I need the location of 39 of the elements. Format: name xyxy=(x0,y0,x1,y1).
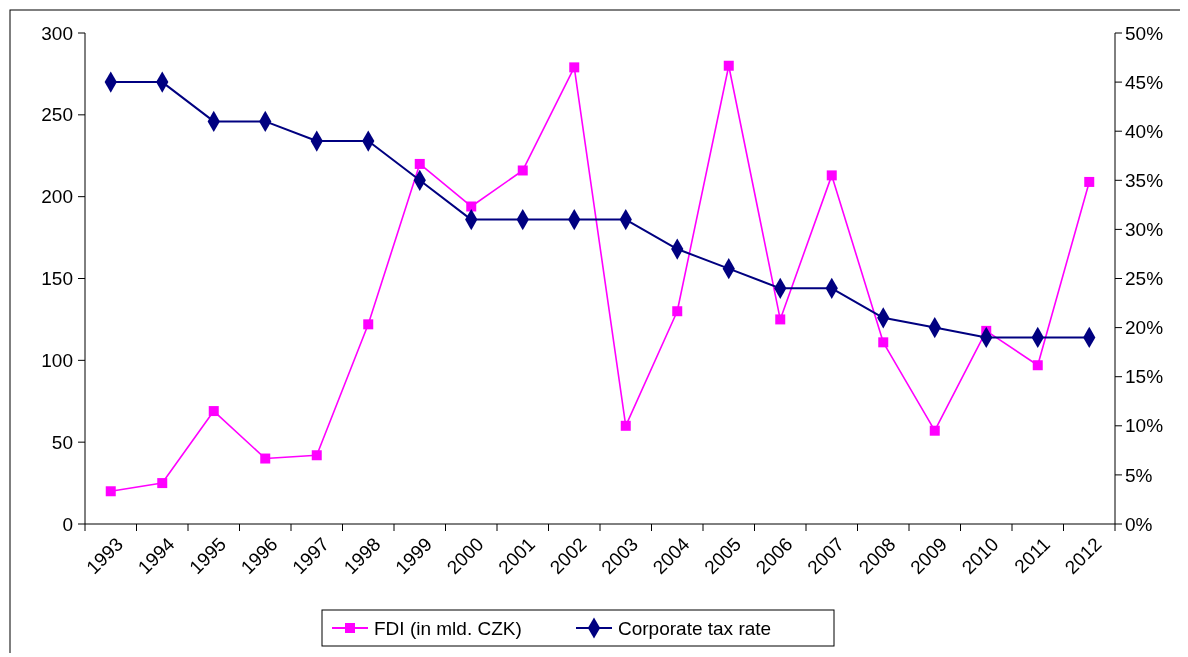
point xyxy=(569,62,580,73)
y2-tick-label: 0% xyxy=(1125,513,1153,535)
y2-tick-label: 45% xyxy=(1125,71,1164,93)
y-tick-label: 0 xyxy=(62,513,73,535)
point xyxy=(311,450,322,461)
legend-label: FDI (in mld. CZK) xyxy=(374,617,522,639)
point xyxy=(775,314,786,325)
y-tick-label: 250 xyxy=(41,104,73,126)
point xyxy=(105,486,116,497)
point xyxy=(1032,360,1043,371)
y-tick-label: 100 xyxy=(41,349,73,371)
point xyxy=(157,478,168,489)
point xyxy=(208,406,219,417)
point xyxy=(260,453,271,464)
point xyxy=(620,420,631,431)
point xyxy=(414,158,425,169)
point xyxy=(878,337,889,348)
y2-tick-label: 5% xyxy=(1125,464,1153,486)
point xyxy=(723,60,734,71)
point xyxy=(672,306,683,317)
y-tick-label: 150 xyxy=(41,268,73,290)
legend-label: Corporate tax rate xyxy=(618,617,772,639)
y2-tick-label: 15% xyxy=(1125,366,1164,388)
y2-tick-label: 25% xyxy=(1125,268,1164,290)
y2-tick-label: 10% xyxy=(1125,415,1164,437)
y-tick-label: 50 xyxy=(51,431,73,453)
y2-tick-label: 20% xyxy=(1125,317,1164,339)
y2-tick-label: 35% xyxy=(1125,169,1164,191)
point xyxy=(466,201,477,212)
point xyxy=(363,319,374,330)
y-tick-label: 300 xyxy=(41,22,73,44)
point xyxy=(826,170,837,181)
y2-tick-label: 30% xyxy=(1125,219,1164,241)
point xyxy=(1084,176,1095,187)
y2-tick-label: 50% xyxy=(1125,22,1164,44)
point xyxy=(517,165,528,176)
y-tick-label: 200 xyxy=(41,186,73,208)
y2-tick-label: 40% xyxy=(1125,120,1164,142)
point xyxy=(929,425,940,436)
